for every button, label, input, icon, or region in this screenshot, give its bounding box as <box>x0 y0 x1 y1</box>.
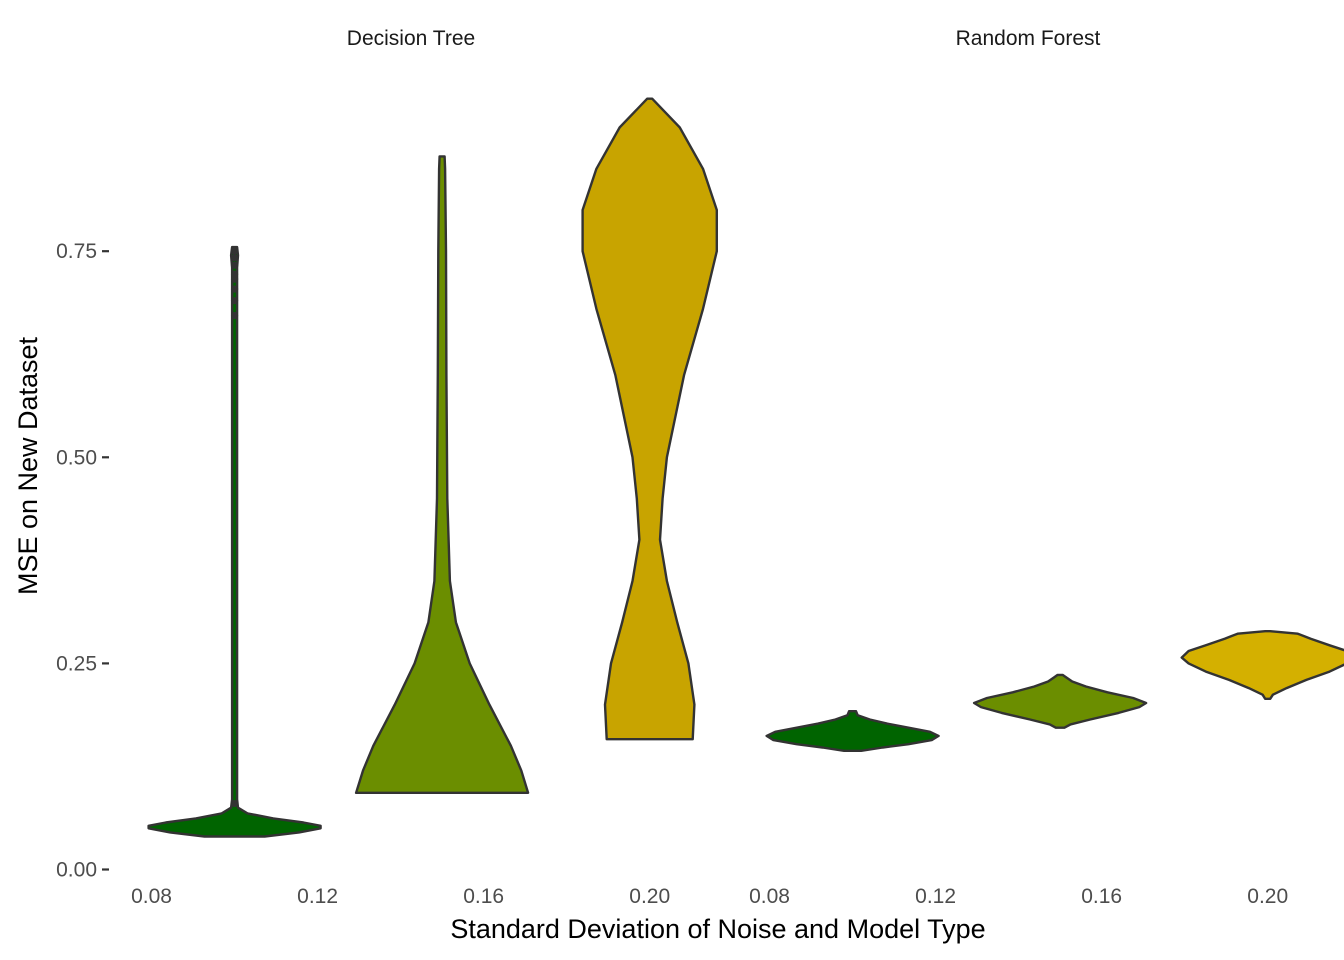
violin <box>765 710 940 752</box>
x-axis: 0.08 0.12 0.16 0.20 0.08 0.12 0.16 0.20 <box>131 885 1288 908</box>
violin <box>581 97 718 741</box>
violin-layer <box>147 97 1344 838</box>
violin <box>147 245 322 838</box>
x-tick-label: 0.20 <box>1247 885 1288 908</box>
y-tick-label: 0.25 <box>56 652 97 675</box>
outlier-point <box>230 254 239 262</box>
y-axis-title: MSE on New Dataset <box>13 336 43 595</box>
y-tick-label: 0.50 <box>56 446 97 469</box>
x-tick-label: 0.20 <box>629 885 670 908</box>
y-axis: 0.00 0.25 0.50 0.75 <box>56 240 109 882</box>
panel-title-decision-tree: Decision Tree <box>347 27 475 50</box>
violin <box>1180 630 1344 700</box>
x-tick-label: 0.08 <box>749 885 790 908</box>
outlier-layer <box>230 247 239 808</box>
x-tick-label: 0.16 <box>463 885 504 908</box>
outlier-point <box>230 285 239 293</box>
x-tick-label: 0.12 <box>297 885 338 908</box>
outlier-point <box>230 297 239 305</box>
x-tick-label: 0.08 <box>131 885 172 908</box>
outlier-point <box>230 270 239 278</box>
outlier-point <box>230 799 239 808</box>
y-tick-label: 0.75 <box>56 240 97 263</box>
y-tick-label: 0.00 <box>56 859 97 882</box>
violin <box>972 673 1148 729</box>
x-tick-label: 0.16 <box>1081 885 1122 908</box>
outlier-point <box>230 247 239 255</box>
outlier-point <box>230 261 239 269</box>
violin <box>354 155 530 794</box>
panel-title-random-forest: Random Forest <box>956 27 1101 50</box>
outlier-point <box>230 275 239 283</box>
x-axis-title: Standard Deviation of Noise and Model Ty… <box>450 914 985 944</box>
outlier-point <box>230 311 239 320</box>
x-tick-label: 0.12 <box>915 885 956 908</box>
